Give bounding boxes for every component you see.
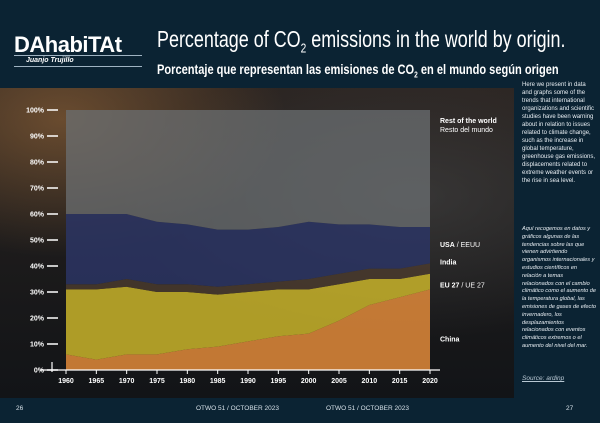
x-tick-label: 2015 [392,378,408,385]
footer-band [0,398,600,423]
title-es-subscript: 2 [414,70,418,80]
x-tick-label: 1985 [210,378,226,385]
series-area-rest [66,110,430,230]
sidebar-panel [514,0,600,423]
y-tick-label: 70% [30,186,45,193]
y-tick-label: 60% [30,212,45,219]
logo-divider [14,55,142,56]
series-area-eu [66,273,430,360]
x-tick-label: 2000 [301,378,317,385]
legend-label-rest-es: Resto del mundo [440,127,493,134]
issue-label-right: OTWO 51 / OCTOBER 2023 [326,405,409,412]
y-tick-label: 80% [30,160,45,167]
sidebar-text-es: Aquí recogemos en datos y gráficos algun… [522,226,597,349]
x-tick-label: 2005 [331,378,347,385]
y-tick-label: 10% [30,342,45,349]
logo-divider-bottom [14,66,142,67]
title-en-part1: Percentage of CO [157,26,301,52]
y-tick-label: 90% [30,134,45,141]
y-tick-label: 50% [30,238,45,245]
y-tick-label: 100% [26,108,45,115]
x-tick-label: 2020 [422,378,438,385]
page-number-right: 27 [566,405,574,412]
legend-label-china: China [440,337,460,344]
legend-label-india: India [440,260,456,267]
legend-label-rest: Rest of the world [440,118,497,125]
legend-label-usa: USA / EEUU [440,242,480,249]
title-en-subscript: 2 [300,40,307,56]
issue-label-left: OTWO 51 / OCTOBER 2023 [196,405,279,412]
series-area-usa [66,214,430,287]
x-tick-label: 2010 [362,378,378,385]
title-es-part2: en el mundo según origen [417,62,559,77]
y-tick-label: 20% [30,316,45,323]
title-en-part2: emissions in the world by origin. [306,26,566,52]
series-area-china [66,289,430,370]
legend-label-eu: EU 27 / UE 27 [440,283,485,290]
x-tick-label: 1990 [240,378,256,385]
sidebar-text-en: Here we present in data and graphs some … [522,82,596,184]
title-es-part1: Porcentaje que representan las emisiones… [157,62,415,77]
x-tick-label: 1980 [180,378,196,385]
author-name: Juanjo Trujillo [26,57,74,64]
x-tick-label: 1970 [119,378,135,385]
x-tick-label: 1995 [271,378,287,385]
x-tick-label: 1975 [149,378,165,385]
x-tick-label: 1960 [58,378,74,385]
y-tick-label: 40% [30,264,45,271]
logo: DAhabiTAt [14,32,122,57]
series-area-india [66,263,430,295]
header-band [0,0,514,88]
chart-title: Percentage of CO2 emissions in the world… [157,26,566,56]
page-number-left: 26 [16,405,24,412]
source-link[interactable]: Source: ardinp [522,375,565,382]
x-tick-label: 1965 [89,378,105,385]
y-tick-label: 0% [34,368,45,375]
chart-subtitle: Porcentaje que representan las emisiones… [157,62,559,80]
y-tick-label: 30% [30,290,45,297]
